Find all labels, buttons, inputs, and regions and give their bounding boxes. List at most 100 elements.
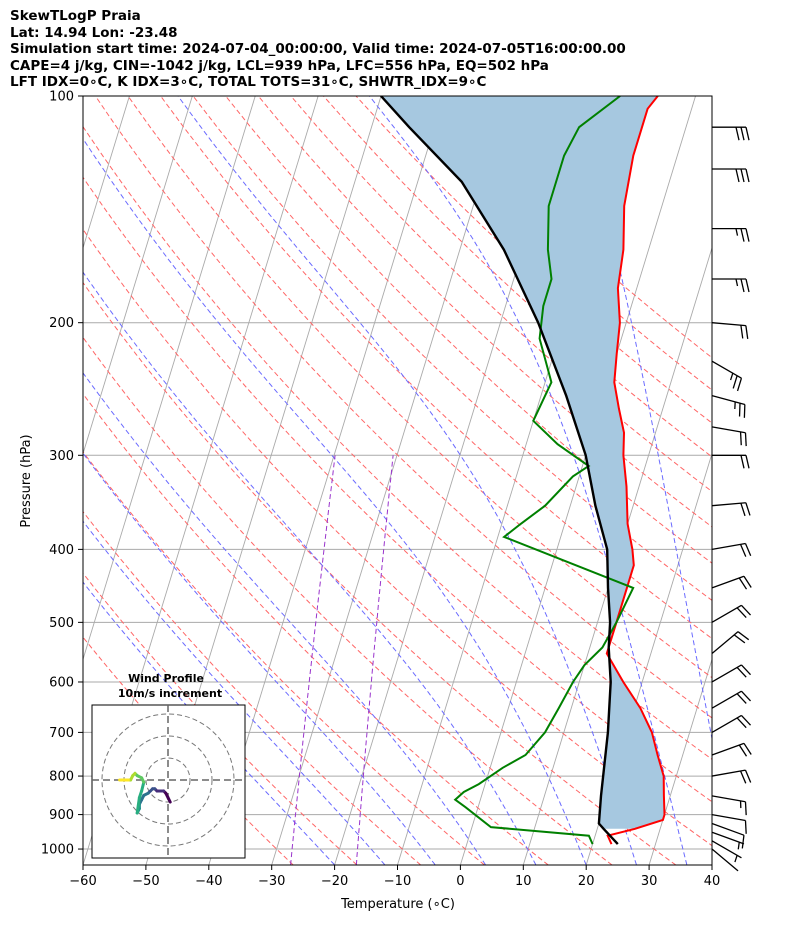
barb-flag [740,168,745,183]
barb-staff [711,426,746,434]
barb-half-flag [734,855,738,863]
barb-flag [744,543,752,557]
isotherm-line [648,657,712,865]
x-tick-label: 10 [515,874,532,889]
dry-adiabat [94,96,712,719]
wind-barb [711,542,752,557]
wind-barb [711,426,747,447]
barb-flag [740,502,746,517]
isotherm-line [0,96,4,865]
hodograph-ring [145,757,191,803]
y-tick-label: 300 [49,449,74,464]
y-tick-label: 400 [49,543,74,558]
x-tick-label: 0 [456,874,464,889]
x-tick-label: −30 [258,874,285,889]
cape-shading [381,96,665,829]
barb-staff [711,769,746,777]
dry-adiabat [257,96,712,528]
hodograph-inset: Wind Profile 10m/s increment [91,672,246,859]
barb-staff [711,502,746,507]
barb-flag [745,325,749,339]
dry-adiabat [160,96,712,640]
barb-flag [740,604,752,616]
barb-staff [711,714,742,733]
barb-flag [743,575,752,588]
wind-barb [711,322,749,339]
mixing-ratio-line [355,455,394,865]
index-line: LFT IDX=0∘C, K IDX=3∘C, TOTAL TOTS=31∘C,… [10,74,487,91]
x-tick-label: −10 [384,874,411,889]
barb-staff [711,631,739,655]
barb-flag [744,769,752,783]
barb-flag [736,667,747,678]
barb-flag [740,278,745,293]
barb-staff [711,322,746,327]
wind-barbs [711,126,752,872]
barb-half-flag [737,842,740,850]
barb-flag [745,278,750,293]
barb-staff [711,742,745,756]
y-tick-label: 100 [49,90,74,105]
dry-adiabat [83,510,422,865]
barb-flag [745,168,750,183]
mixing-ratio-line [290,455,336,865]
barb-flag [736,717,747,729]
barb-flag [740,714,752,726]
barb-flag [739,431,742,446]
isotherm-line [775,96,794,865]
hodograph-segment [135,796,141,815]
barb-flag [732,375,738,389]
isotherm-line [459,96,696,865]
barb-flag [736,607,747,619]
barb-half-flag [729,373,734,381]
barb-staff [711,664,742,683]
wind-barb [711,664,752,683]
wind-barb [711,690,752,709]
y-tick-label: 500 [49,616,74,631]
barb-flag [736,693,747,704]
y-tick-label: 800 [49,770,74,785]
y-tick-label: 600 [49,675,74,690]
barb-flag [743,742,752,755]
x-tick-label: −40 [195,874,222,889]
barb-flag [745,502,751,516]
dewpoint-line [453,96,635,845]
x-tick-label: 30 [641,874,658,889]
barb-flag [740,228,745,242]
barb-staff [711,822,745,836]
x-tick-label: 40 [704,874,721,889]
moist-adiabat [83,372,487,865]
isotherm-line [83,96,193,456]
barb-flag [738,577,748,590]
title: SkewTLogP Praia [10,8,141,24]
barb-flag [745,127,750,141]
wind-barb [711,395,746,418]
barb-staff [711,795,746,803]
barb-flag [736,378,743,392]
wind-barb [711,795,747,816]
barb-staff [711,575,745,589]
barb-flag [735,127,740,141]
profile-lines [380,96,666,845]
hodograph-ring [101,713,235,847]
isotherm-line [522,246,712,865]
x-tick-label: 20 [578,874,595,889]
barb-staff [711,848,739,872]
location-line: Lat: 14.94 Lon: -23.48 [10,24,178,41]
hodograph-title: Wind Profile [128,672,204,685]
wind-barb [711,831,745,850]
barb-flag [737,631,750,641]
axes: −60 −50 −40 −30 −20 −10 0 10 20 30 40 1000 900 800 700… [41,90,720,890]
wind-barb [711,840,742,863]
barb-staff [711,395,746,406]
wind-barb [711,575,752,590]
barb-flag [745,455,750,469]
dry-adiabat [355,96,712,424]
wind-barb [711,769,752,784]
isotherm-line [271,96,508,865]
moist-adiabat [83,581,335,865]
barb-flag [741,835,745,849]
cape-line: CAPE=4 j/kg, CIN=-1042 j/kg, LCL=939 hPa… [10,57,549,74]
barb-flag [738,744,748,757]
